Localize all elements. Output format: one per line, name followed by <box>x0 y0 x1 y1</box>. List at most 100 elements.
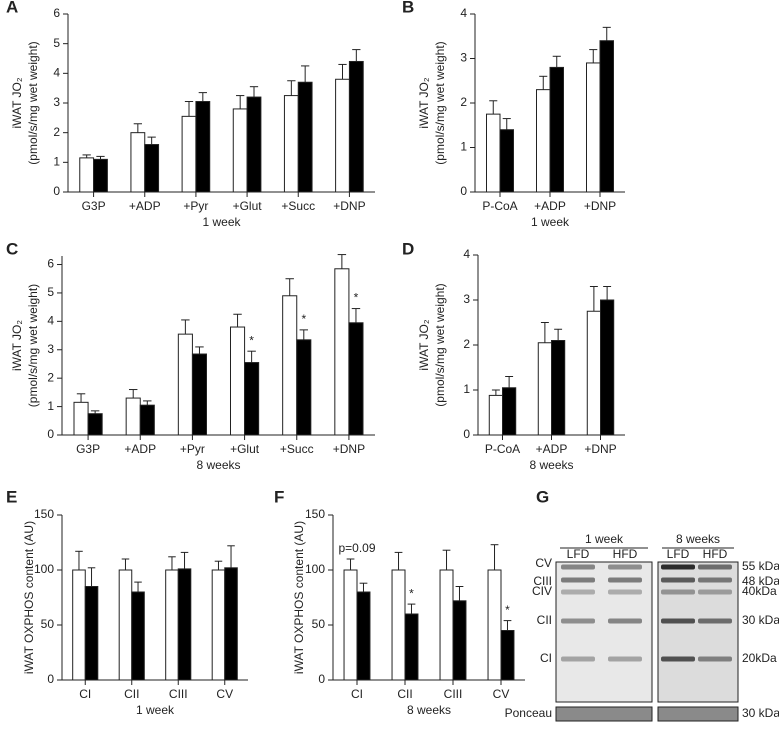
y-tick-label: 0 <box>318 672 325 686</box>
annotation: p=0.09 <box>338 541 375 555</box>
bar <box>93 158 108 193</box>
y-tick-label: 6 <box>47 257 54 271</box>
bar <box>244 362 260 436</box>
x-tick-label: +ADP <box>129 199 161 213</box>
bar <box>487 569 502 681</box>
band <box>608 589 642 595</box>
y-tick-label: 1 <box>53 155 60 169</box>
lane-label: HFD <box>703 547 728 561</box>
band <box>608 577 642 583</box>
x-tick-label: CV <box>493 687 510 701</box>
y-tick-label: 0 <box>460 184 467 198</box>
ponceau-image <box>657 706 739 722</box>
complex-label: CIII <box>533 574 552 588</box>
band <box>661 577 695 583</box>
y-tick-label: 6 <box>53 6 60 20</box>
bar <box>72 569 86 681</box>
y-axis-label: (pmol/s/mg wet weight) <box>26 284 40 407</box>
bar <box>334 268 350 436</box>
bar <box>499 129 514 193</box>
y-tick-label: 4 <box>463 247 470 261</box>
y-axis-label: (pmol/s/mg wet weight) <box>433 283 447 406</box>
y-tick-label: 3 <box>460 51 467 65</box>
y-axis-label: iWAT OXPHOS content (AU) <box>22 521 36 674</box>
x-tick-label: +DNP <box>584 442 616 456</box>
bar <box>599 40 614 193</box>
annotation: * <box>409 586 414 600</box>
band <box>661 618 695 624</box>
bar <box>246 96 262 193</box>
y-tick-label: 100 <box>34 562 54 576</box>
bar <box>130 132 146 193</box>
bar <box>177 568 192 681</box>
marker-label: 55 kDa <box>742 559 779 573</box>
panel-label: D <box>402 239 414 258</box>
y-axis-label: iWAT JO₂ <box>10 320 24 371</box>
x-tick-label: +Pyr <box>183 199 208 213</box>
bar <box>282 295 298 436</box>
band <box>561 618 595 624</box>
annotation: * <box>249 333 254 347</box>
x-axis-label: 8 weeks <box>196 458 240 472</box>
band <box>698 589 732 595</box>
band <box>608 564 642 570</box>
bar <box>131 591 145 681</box>
bar <box>84 586 99 681</box>
y-tick-label: 150 <box>34 507 54 521</box>
band <box>561 589 595 595</box>
bar <box>586 62 601 193</box>
x-tick-label: G3P <box>82 199 106 213</box>
y-tick-label: 3 <box>53 95 60 109</box>
group-label: 1 week <box>585 532 624 546</box>
bar <box>87 413 103 436</box>
y-tick-label: 3 <box>463 292 470 306</box>
panel-label: G <box>536 487 549 506</box>
panel-label: E <box>6 487 17 506</box>
panel-label: C <box>6 239 18 258</box>
x-tick-label: P-CoA <box>485 442 520 456</box>
x-axis-label: 8 weeks <box>529 458 573 472</box>
bar <box>348 60 364 193</box>
lane-label: LFD <box>567 547 590 561</box>
x-tick-label: +Pyr <box>180 442 205 456</box>
x-tick-label: P-CoA <box>482 199 517 213</box>
x-tick-label: CV <box>216 687 233 701</box>
x-tick-label: +DNP <box>333 199 365 213</box>
bar <box>404 613 419 681</box>
annotation: * <box>354 291 359 305</box>
y-tick-label: 150 <box>305 507 325 521</box>
y-tick-label: 2 <box>53 125 60 139</box>
band <box>561 564 595 570</box>
ponceau-image <box>555 706 653 722</box>
bar <box>536 89 551 193</box>
bar <box>335 78 350 193</box>
x-tick-label: +ADP <box>536 442 568 456</box>
band <box>608 618 642 624</box>
complex-label: CV <box>535 556 552 570</box>
bar <box>297 81 313 193</box>
blot-image <box>555 561 653 703</box>
lane-label: LFD <box>667 547 690 561</box>
bar <box>551 340 566 436</box>
x-tick-label: +Glut <box>230 442 260 456</box>
bar <box>224 567 238 681</box>
band <box>698 577 732 583</box>
x-tick-label: +ADP <box>534 199 566 213</box>
bar <box>177 333 193 436</box>
bar <box>296 339 312 436</box>
panel-label: B <box>402 0 414 16</box>
band <box>661 564 695 570</box>
y-tick-label: 5 <box>53 36 60 50</box>
x-tick-label: CIII <box>169 687 188 701</box>
y-axis-label: (pmol/s/mg wet weight) <box>433 41 447 164</box>
bar <box>181 115 197 193</box>
bar <box>118 569 133 681</box>
annotation: * <box>505 603 510 617</box>
x-tick-label: CII <box>124 687 139 701</box>
y-tick-label: 1 <box>460 140 467 154</box>
x-tick-label: +Succ <box>281 199 315 213</box>
bar <box>502 387 517 436</box>
band <box>698 564 732 570</box>
complex-label: CII <box>537 613 552 627</box>
x-tick-label: +ADP <box>124 442 156 456</box>
